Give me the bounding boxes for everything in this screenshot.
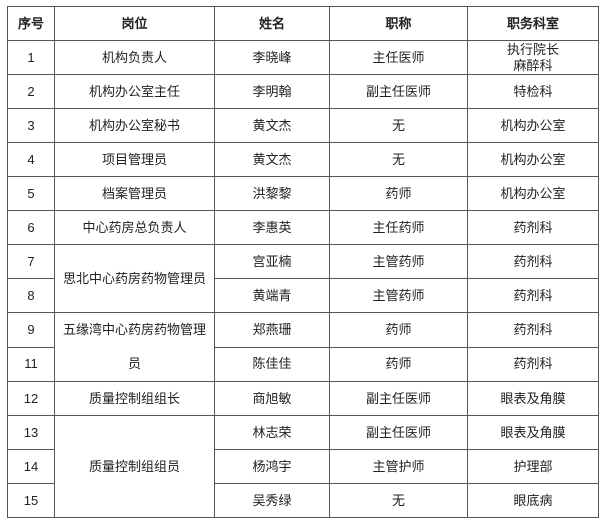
cell-name: 郑燕珊 <box>214 312 330 348</box>
cell-dept: 执行院长 麻醉科 <box>467 40 599 75</box>
cell-name: 宫亚楠 <box>214 244 330 279</box>
cell-dept: 护理部 <box>467 449 599 484</box>
cell-no: 8 <box>7 278 55 313</box>
cell-name: 洪黎黎 <box>214 176 330 211</box>
cell-dept: 眼表及角膜 <box>467 415 599 450</box>
cell-no: 14 <box>7 449 55 484</box>
cell-no: 11 <box>7 346 55 382</box>
cell-title: 副主任医师 <box>329 381 468 416</box>
table-row: 3 机构办公室秘书 黄文杰无机构办公室 <box>7 108 599 143</box>
cell-dept: 眼表及角膜 <box>467 381 599 416</box>
cell-name: 杨鸿宇 <box>214 449 330 484</box>
cell-name: 黄端青 <box>214 278 330 313</box>
cell-title: 副主任医师 <box>329 415 468 450</box>
cell-title: 药师 <box>329 312 468 348</box>
header-title: 职称 <box>329 6 468 41</box>
cell-dept: 眼底病 <box>467 483 599 518</box>
cell-no: 1 <box>7 40 55 75</box>
cell-post: 机构负责人 <box>54 40 215 75</box>
cell-dept: 药剂科 <box>467 312 599 348</box>
cell-post: 机构办公室主任 <box>54 74 215 109</box>
cell-post: 质量控制组组员 <box>54 415 215 518</box>
cell-no: 3 <box>7 108 55 143</box>
cell-title: 无 <box>329 108 468 143</box>
cell-post: 中心药房总负责人 <box>54 210 215 245</box>
cell-title: 药师 <box>329 346 468 382</box>
cell-name: 吴秀绿 <box>214 483 330 518</box>
cell-title: 主任药师 <box>329 210 468 245</box>
header-post: 岗位 <box>54 6 215 41</box>
cell-post: 思北中心药房药物管理员 <box>54 244 215 313</box>
table-row: 1 机构负责人 李晓峰 主任医师 执行院长 麻醉科 <box>7 40 599 75</box>
table-row: 2 机构办公室主任 李明翰 副主任医师 特检科 <box>7 74 599 109</box>
cell-no: 9 <box>7 312 55 348</box>
cell-name: 黄文杰 <box>214 142 330 177</box>
cell-dept: 药剂科 <box>467 244 599 279</box>
cell-name: 李明翰 <box>214 74 330 109</box>
cell-dept: 特检科 <box>467 74 599 109</box>
staff-table: 序号 岗位 姓名 职称 职务科室 1 机构负责人 李晓峰 主任医师 执行院长 麻醉科 2 机… <box>7 6 599 518</box>
cell-dept: 药剂科 <box>467 278 599 313</box>
cell-name: 林志荣 <box>214 415 330 450</box>
header-dept: 职务科室 <box>467 6 599 41</box>
cell-title: 主任医师 <box>329 40 468 75</box>
cell-post: 档案管理员 <box>54 176 215 211</box>
cell-title: 主管药师 <box>329 244 468 279</box>
table-row: 7 思北中心药房药物管理员 宫亚楠 主管药师 药剂科 <box>7 244 599 313</box>
cell-no: 7 <box>7 244 55 279</box>
cell-no: 2 <box>7 74 55 109</box>
table-row: 8 黄端青 主管药师 药剂科 <box>7 278 599 313</box>
header-no: 序号 <box>7 6 55 41</box>
table-row: 12 质量控制组组长 商旭敏 副主任医师 眼表及角膜 <box>7 381 599 416</box>
cell-dept: 药剂科 <box>467 210 599 245</box>
cell-title: 无 <box>329 483 468 518</box>
header-row: 序号 岗位 姓名 职称 职务科室 <box>7 6 599 41</box>
cell-name: 商旭敏 <box>214 381 330 416</box>
cell-name: 黄文杰 <box>214 108 330 143</box>
cell-no: 4 <box>7 142 55 177</box>
table-row: 4 项目管理员 黄文杰无机构办公室 <box>7 142 599 177</box>
cell-name: 李惠英 <box>214 210 330 245</box>
table-row: 11 陈佳佳 药师 药剂科 <box>7 346 599 382</box>
cell-dept: 药剂科 <box>467 346 599 382</box>
cell-dept: 机构办公室 <box>467 142 599 177</box>
cell-post: 五缘湾中心药房药物管理员 <box>54 312 215 382</box>
cell-post: 质量控制组组长 <box>54 381 215 416</box>
cell-title: 主管药师 <box>329 278 468 313</box>
cell-name: 李晓峰 <box>214 40 330 75</box>
table-row: 5 档案管理员 洪黎黎 药师 机构办公室 <box>7 176 599 211</box>
cell-title: 主管护师 <box>329 449 468 484</box>
cell-no: 12 <box>7 381 55 416</box>
table-row: 13 质量控制组组员 林志荣 副主任医师 眼表及角膜 <box>7 415 599 518</box>
cell-no: 13 <box>7 415 55 450</box>
cell-dept: 机构办公室 <box>467 176 599 211</box>
table-row: 6 中心药房总负责人 李惠英 主任药师 药剂科 <box>7 210 599 245</box>
table-row: 14 杨鸿宇 主管护师 护理部 <box>7 449 599 484</box>
cell-name: 陈佳佳 <box>214 346 330 382</box>
cell-dept: 机构办公室 <box>467 108 599 143</box>
cell-no: 5 <box>7 176 55 211</box>
cell-title: 药师 <box>329 176 468 211</box>
cell-no: 6 <box>7 210 55 245</box>
cell-title: 副主任医师 <box>329 74 468 109</box>
cell-no: 15 <box>7 483 55 518</box>
cell-title: 无 <box>329 142 468 177</box>
cell-post: 项目管理员 <box>54 142 215 177</box>
table-row: 15 吴秀绿无眼底病 <box>7 483 599 518</box>
cell-post: 机构办公室秘书 <box>54 108 215 143</box>
header-name: 姓名 <box>214 6 330 41</box>
table-row: 9 五缘湾中心药房药物管理员 郑燕珊 药师 药剂科 <box>7 312 599 382</box>
